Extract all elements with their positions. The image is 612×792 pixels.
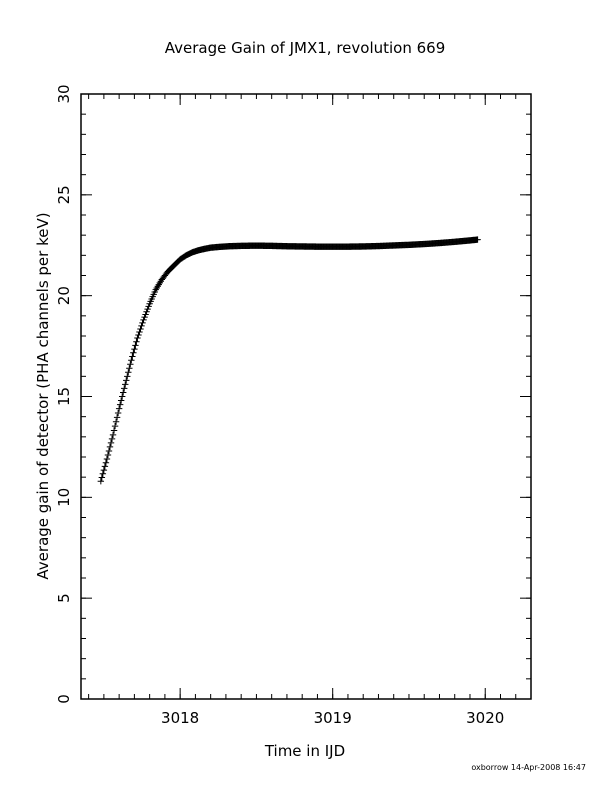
data-point (100, 480, 102, 482)
data-point (332, 246, 334, 248)
data-point (362, 245, 364, 248)
x-tick-label: 3019 (314, 709, 352, 727)
data-point (454, 241, 456, 243)
data-point (203, 248, 206, 250)
y-tick-label: 25 (55, 185, 73, 204)
axes: 3018 3019 3020 0 5 10 15 20 25 30 (55, 84, 532, 727)
data-point (286, 245, 288, 247)
data-point (255, 245, 258, 247)
data-point (377, 245, 380, 247)
data-point (185, 254, 187, 256)
data-point (142, 319, 145, 321)
data-point (167, 270, 169, 273)
plot-frame (80, 93, 532, 700)
data-point (118, 408, 120, 410)
data-point (469, 239, 471, 242)
data-point (161, 278, 163, 281)
y-tick-label: 0 (55, 694, 73, 704)
data-point (155, 289, 157, 291)
y-tick-label: 20 (55, 286, 73, 305)
x-axis-label: Time in IJD (264, 742, 345, 760)
data-point (173, 264, 175, 267)
data-point (240, 245, 242, 247)
data-point (130, 359, 132, 361)
data-series (97, 236, 481, 485)
data-point (477, 239, 479, 241)
data-point (136, 337, 139, 339)
data-point (316, 246, 319, 248)
y-tick-label: 10 (55, 488, 73, 507)
series-markers (97, 236, 481, 485)
data-point (197, 249, 200, 251)
data-point (423, 243, 425, 245)
x-tick-label: 3018 (161, 709, 199, 727)
y-axis-label: Average gain of detector (PHA channels p… (34, 212, 52, 579)
data-point (408, 244, 410, 246)
y-tick-label: 5 (55, 593, 73, 603)
data-point (179, 258, 181, 260)
x-tick-label: 3020 (466, 709, 504, 727)
y-tick-label: 15 (55, 387, 73, 406)
data-point (347, 246, 349, 248)
data-point (219, 246, 221, 248)
chart-title: Average Gain of JMX1, revolution 669 (165, 39, 446, 57)
footer-stamp: oxborrow 14-Apr-2008 16:47 (471, 763, 586, 772)
data-point (149, 303, 151, 305)
data-point (191, 251, 193, 253)
data-point (438, 242, 441, 244)
data-point (124, 383, 126, 385)
data-point (393, 244, 395, 247)
data-point (301, 245, 303, 248)
data-point (228, 245, 230, 247)
data-point (106, 458, 108, 460)
data-point (271, 245, 273, 247)
data-point (210, 247, 212, 249)
data-point (112, 434, 114, 436)
y-tick-label: 30 (55, 84, 73, 103)
